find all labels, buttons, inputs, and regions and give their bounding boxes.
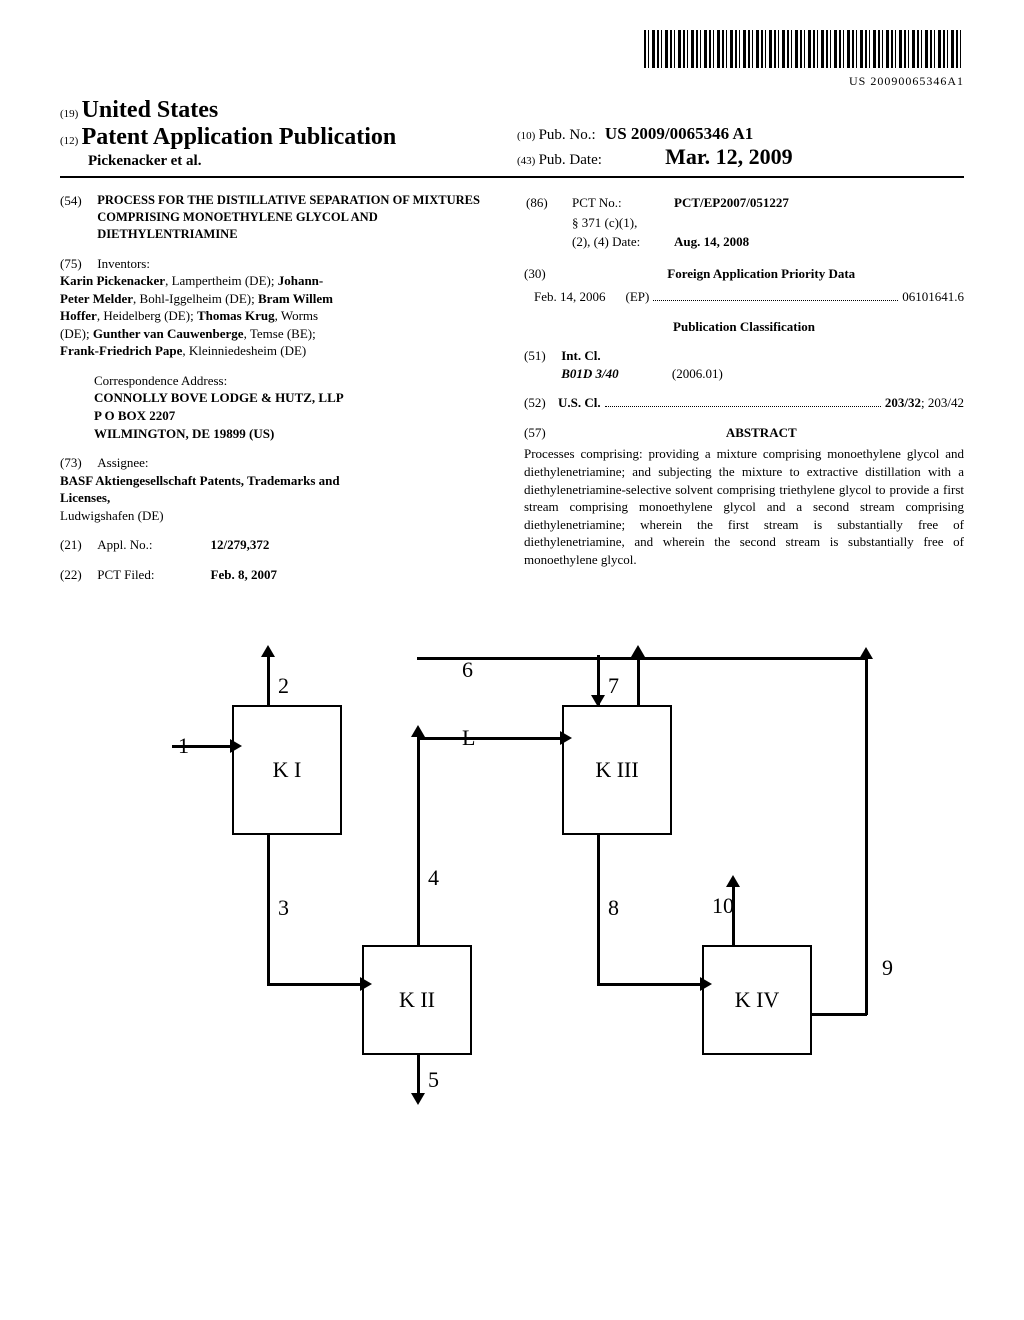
pctfiled-label: PCT Filed: [97,566,207,584]
assignee-value: BASF Aktiengesellschaft Patents, Tradema… [60,472,350,525]
bibliographic-columns: (54) PROCESS FOR THE DISTILLATIVE SEPARA… [60,192,964,595]
pubno-label: Pub. No.: [539,127,596,143]
assignee-loc: Ludwigshafen (DE) [60,508,164,523]
applno-label: Appl. No.: [97,536,207,554]
corr-name: CONNOLLY BOVE LODGE & HUTZ, LLP [94,389,500,407]
abstract-text: Processes comprising: providing a mixtur… [524,445,964,568]
intcl-class: B01D 3/40 [561,366,618,381]
diagram-box-k1: K I [232,705,342,835]
diagram-box-k3: K III [562,705,672,835]
applno: 12/279,372 [211,537,270,552]
pctno: PCT/EP2007/051227 [674,194,799,212]
invention-title: PROCESS FOR THE DISTILLATIVE SEPARATION … [97,192,497,243]
title-section: (54) PROCESS FOR THE DISTILLATIVE SEPARA… [60,192,500,243]
pubno: US 2009/0065346 A1 [605,124,753,143]
right-column: (86) PCT No.: PCT/EP2007/051227 § 371 (c… [524,192,964,595]
intcl-code: (51) [524,347,558,365]
abstract-section: (57) ABSTRACT Processes comprising: prov… [524,424,964,568]
corr-city: WILMINGTON, DE 19899 (US) [94,425,500,443]
foreign-date: Feb. 14, 2006 [534,288,606,306]
inventors-label: Inventors: [97,255,207,273]
diagram-box-k2: K II [362,945,472,1055]
dot-leader [653,291,898,301]
pctno-section: (86) PCT No.: PCT/EP2007/051227 § 371 (c… [524,192,964,253]
uscl-section: (52) U.S. Cl. 203/32 ; 203/42 [524,394,964,412]
barcode-text: US 20090065346A1 [60,74,964,89]
barcode-area: US 20090065346A1 [60,30,964,89]
s371-date: Aug. 14, 2008 [674,233,799,251]
dot-leader [605,397,881,407]
abstract-heading: ABSTRACT [561,424,961,442]
uscl-main: 203/32 [885,394,921,412]
process-diagram: K IK IIK IIIK IV123456L78910 [112,625,912,1105]
inventors-code: (75) [60,255,94,273]
foreign-num: 06101641.6 [902,288,964,306]
diagram-label-n2: 2 [278,673,289,699]
corr-box: P O BOX 2207 [94,407,500,425]
assignee-label: Assignee: [97,454,207,472]
diagram-label-n10: 10 [712,893,734,919]
pubno-code: (10) [517,130,535,142]
assignee-code: (73) [60,454,94,472]
pctno-code: (86) [526,194,560,212]
pubdate: Mar. 12, 2009 [665,144,793,169]
diagram-label-n5: 5 [428,1067,439,1093]
applno-section: (21) Appl. No.: 12/279,372 [60,536,500,554]
diagram-label-n8: 8 [608,895,619,921]
applno-code: (21) [60,536,94,554]
header: (19) United States (12) Patent Applicati… [60,97,964,178]
abstract-code: (57) [524,424,558,442]
pubclass-heading: Publication Classification [524,318,964,336]
country: United States [82,97,219,123]
intcl-ver: (2006.01) [672,366,723,381]
barcode-graphic [644,30,964,68]
pubdate-code: (43) [517,155,535,167]
diagram-label-n4: 4 [428,865,439,891]
s371-label: § 371 (c)(1), [572,214,799,232]
diagram-label-n3: 3 [278,895,289,921]
title-code: (54) [60,192,94,210]
pubdate-label: Pub. Date: [539,152,602,168]
foreign-heading: Foreign Application Priority Data [561,265,961,283]
foreign-cc: (EP) [626,288,650,306]
uscl-code: (52) [524,394,558,412]
inventors-section: (75) Inventors: Karin Pickenacker, Lampe… [60,255,500,360]
diagram-label-n6: 6 [462,657,473,683]
pub-type: Patent Application Publication [82,124,397,150]
foreign-code: (30) [524,265,558,283]
pctfiled-section: (22) PCT Filed: Feb. 8, 2007 [60,566,500,584]
country-code: (19) [60,108,78,120]
diagram-box-k4: K IV [702,945,812,1055]
assignee-name: BASF Aktiengesellschaft Patents, Tradema… [60,473,340,506]
diagram-label-n7: 7 [608,673,619,699]
pctfiled: Feb. 8, 2007 [211,567,277,582]
foreign-priority-section: (30) Foreign Application Priority Data F… [524,265,964,306]
intcl-section: (51) Int. Cl. B01D 3/40 (2006.01) [524,347,964,382]
left-column: (54) PROCESS FOR THE DISTILLATIVE SEPARA… [60,192,500,595]
uscl-other: ; 203/42 [921,394,964,412]
uscl-label: U.S. Cl. [558,394,601,412]
diagram-label-n9: 9 [882,955,893,981]
intcl-label: Int. Cl. [561,348,600,363]
correspondence-section: Correspondence Address: CONNOLLY BOVE LO… [94,372,500,442]
corr-label: Correspondence Address: [94,372,500,390]
inventors-list: Karin Pickenacker, Lampertheim (DE); Joh… [60,272,350,360]
pctno-label: PCT No.: [572,195,622,210]
pub-type-code: (12) [60,135,78,147]
assignee-section: (73) Assignee: BASF Aktiengesellschaft P… [60,454,500,524]
authors-line: Pickenacker et al. [60,153,507,170]
s371-date-label: (2), (4) Date: [572,233,672,251]
pctfiled-code: (22) [60,566,94,584]
